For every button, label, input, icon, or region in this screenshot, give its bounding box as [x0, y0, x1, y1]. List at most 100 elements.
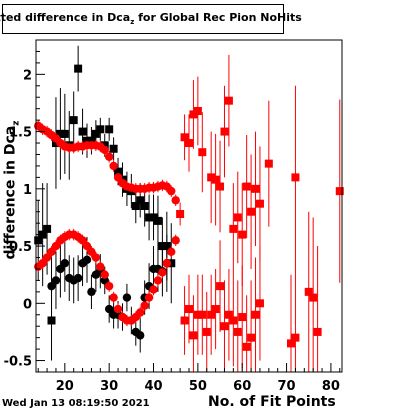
data-point-square	[198, 148, 207, 157]
y-tick-label: 1	[23, 183, 32, 198]
data-point-square	[216, 282, 225, 291]
data-point-square	[207, 173, 216, 182]
data-point-circle	[140, 301, 149, 310]
data-point-square	[242, 342, 251, 351]
data-point-circle	[167, 247, 176, 256]
data-point-circle	[122, 293, 132, 302]
data-point-square	[47, 316, 56, 325]
data-point-square	[87, 136, 96, 145]
data-point-circle	[136, 331, 145, 340]
x-tick-label: 80	[322, 379, 340, 394]
data-point-circle	[171, 196, 180, 205]
data-point-square	[145, 213, 154, 222]
x-tick-label: 50	[189, 379, 207, 394]
data-point-circle	[136, 308, 145, 317]
data-point-square	[224, 310, 233, 319]
data-point-square	[38, 230, 47, 239]
data-markers	[34, 64, 344, 351]
chart-title: Fitted difference in Dcaz for Global Rec…	[0, 11, 302, 27]
data-point-square	[162, 242, 171, 251]
data-point-square	[193, 106, 202, 115]
data-point-square	[91, 129, 100, 138]
data-point-circle	[51, 241, 61, 251]
data-point-circle	[96, 262, 105, 271]
data-point-circle	[60, 259, 70, 268]
title-box: Fitted difference in Dcaz for Global Rec…	[0, 4, 302, 34]
y-axis-label: difference in Dcaz	[2, 120, 22, 260]
data-point-square	[153, 216, 162, 225]
data-point-circle	[47, 247, 56, 256]
data-point-square	[229, 316, 238, 325]
x-tick-label: 20	[56, 379, 74, 394]
x-tick-label: 30	[100, 379, 118, 394]
data-point-square	[211, 305, 220, 314]
data-point-circle	[149, 285, 158, 294]
data-point-square	[140, 202, 149, 210]
data-point-circle	[82, 255, 92, 265]
data-point-square	[224, 96, 233, 105]
data-point-square	[69, 116, 78, 125]
data-point-circle	[100, 145, 109, 155]
data-point-circle	[113, 304, 123, 314]
data-point-circle	[87, 247, 96, 256]
data-point-square	[247, 207, 256, 216]
data-point-circle	[47, 281, 56, 291]
data-point-square	[158, 242, 167, 251]
data-point-square	[131, 202, 140, 210]
data-point-square	[291, 173, 300, 182]
data-point-square	[185, 305, 193, 314]
data-point-square	[78, 127, 87, 136]
data-point-square	[264, 159, 273, 168]
data-point-square	[238, 230, 247, 239]
data-point-square	[242, 182, 251, 191]
data-point-square	[34, 236, 43, 245]
x-tick-label: 60	[233, 379, 251, 394]
data-point-square	[229, 224, 238, 233]
data-point-circle	[167, 186, 176, 196]
data-point-square	[167, 259, 176, 268]
data-point-circle	[42, 253, 52, 262]
footer-date: Wed Jan 13 08:19:50 2021	[2, 398, 150, 409]
data-point-square	[313, 327, 322, 336]
data-point-square	[60, 129, 69, 138]
data-point-circle	[113, 173, 123, 182]
data-point-circle	[109, 293, 118, 302]
x-tick-label: 40	[144, 379, 162, 394]
data-point-circle	[104, 281, 114, 291]
y-tick-label: 0	[23, 297, 32, 312]
data-point-square	[74, 64, 83, 73]
data-point-square	[100, 141, 109, 150]
data-point-square	[238, 313, 247, 322]
data-point-circle	[109, 161, 118, 171]
data-point-square	[189, 331, 198, 340]
data-point-circle	[56, 264, 65, 274]
data-point-square	[96, 125, 105, 134]
y-tick-label: 0.5	[9, 240, 32, 255]
data-point-square	[43, 224, 52, 233]
data-point-circle	[87, 287, 96, 297]
data-point-circle	[162, 259, 172, 268]
data-point-square	[255, 299, 264, 308]
data-point-circle	[38, 259, 47, 268]
data-point-circle	[78, 236, 87, 245]
x-axis-label: No. of Fit Points	[208, 394, 336, 410]
y-tick-label: 1.5	[9, 126, 32, 141]
data-point-square	[220, 322, 229, 331]
data-point-circle	[100, 270, 109, 279]
data-point-square	[247, 333, 256, 342]
data-point-square	[193, 310, 202, 319]
data-point-square	[309, 293, 318, 302]
data-point-circle	[104, 152, 114, 161]
data-point-circle	[158, 268, 167, 277]
data-point-square	[109, 144, 118, 153]
data-point-circle	[51, 276, 61, 285]
data-point-square	[56, 129, 65, 138]
y-tick-label: 2	[23, 68, 32, 83]
data-point-square	[114, 167, 123, 176]
data-point-square	[51, 139, 60, 148]
data-point-square	[233, 213, 242, 222]
data-point-square	[207, 310, 216, 319]
data-point-square	[304, 287, 313, 296]
data-point-square	[216, 182, 225, 191]
